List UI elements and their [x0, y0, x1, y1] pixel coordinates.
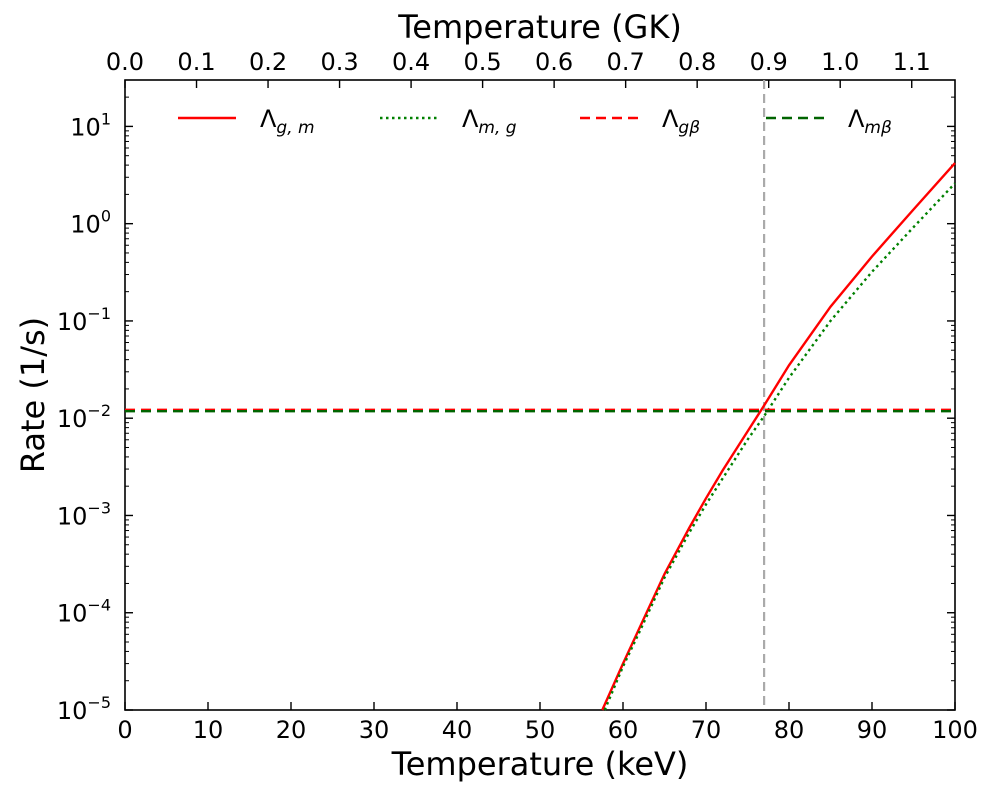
x-tick-label: 10: [193, 716, 224, 744]
top-ticks: 0.0 0.1 0.2 0.3 0.4 0.5 0.6 0.7 0.8 0.9 1.0 1.1: [106, 48, 931, 88]
top-tick-label: 0.9: [750, 48, 788, 76]
top-tick-label: 0.4: [392, 48, 430, 76]
series-line-1: [601, 162, 956, 711]
top-tick-label: 0.1: [177, 48, 215, 76]
x-tick-label: 90: [857, 716, 888, 744]
legend: Λg, m Λm, g Λgβ Λmβ: [178, 105, 892, 138]
x-axis-title: Temperature (keV): [391, 745, 689, 783]
y-tick-label: 100: [70, 207, 111, 239]
y-tick-label: 10−3: [57, 498, 111, 530]
top-axis-title: Temperature (GK): [397, 8, 682, 46]
top-tick-label: 0.6: [535, 48, 573, 76]
top-tick-label: 1.1: [893, 48, 931, 76]
y-tick-label: 10−5: [57, 693, 111, 725]
legend-label-3: Λgβ: [662, 105, 700, 138]
y-axis-title: Rate (1/s): [14, 317, 52, 473]
legend-label-4: Λmβ: [848, 105, 892, 138]
plot-frame: [124, 79, 956, 711]
y-tick-label: 10−1: [57, 304, 111, 336]
x-tick-label: 40: [442, 716, 473, 744]
top-tick-label: 0.3: [320, 48, 358, 76]
series-line-2: [603, 182, 956, 711]
top-tick-label: 0.2: [249, 48, 287, 76]
legend-label-1: Λg, m: [260, 105, 315, 138]
y-ticks: 101 100 10−1 10−2 10−3 10−4 10−5: [57, 96, 955, 725]
legend-label-2: Λm, g: [462, 105, 517, 138]
top-tick-label: 0.8: [678, 48, 716, 76]
y-tick-label: 10−2: [57, 401, 111, 433]
x-tick-label: 50: [525, 716, 556, 744]
x-tick-label: 100: [932, 716, 978, 744]
x-tick-label: 0: [117, 716, 132, 744]
top-tick-label: 1.0: [821, 48, 859, 76]
x-tick-label: 20: [276, 716, 307, 744]
x-tick-label: 70: [691, 716, 722, 744]
top-tick-label: 0.5: [464, 48, 502, 76]
x-tick-label: 60: [608, 716, 639, 744]
top-tick-label: 0.0: [106, 48, 144, 76]
x-tick-label: 80: [774, 716, 805, 744]
y-tick-label: 101: [70, 109, 111, 141]
top-tick-label: 0.7: [607, 48, 645, 76]
x-tick-label: 30: [359, 716, 390, 744]
x-ticks: 0 10 20 30 40 50 60 70 80 90 100: [117, 702, 978, 744]
y-tick-label: 10−4: [57, 596, 111, 628]
series-group: [125, 162, 956, 711]
